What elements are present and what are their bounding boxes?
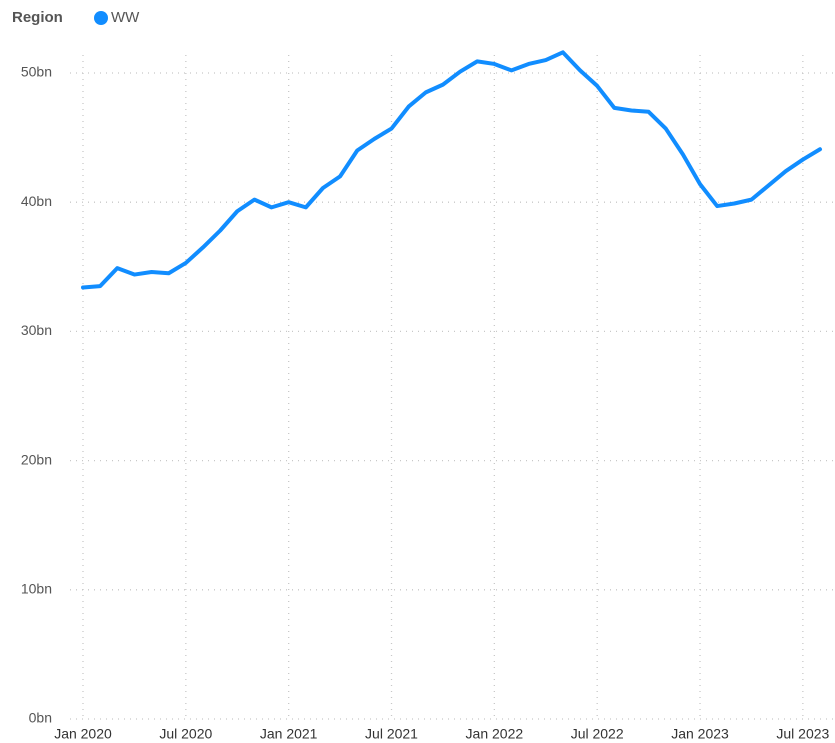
x-tick-label: Jul 2020 — [159, 726, 212, 742]
series-line — [81, 50, 822, 290]
x-tick-label: Jul 2021 — [365, 726, 418, 742]
x-tick-label: Jan 2020 — [54, 726, 112, 742]
legend-marker — [94, 11, 108, 25]
y-tick-label: 10bn — [21, 581, 52, 597]
y-tick-label: 50bn — [21, 64, 52, 80]
y-tick-label: 20bn — [21, 451, 52, 467]
x-tick-label: Jan 2022 — [466, 726, 524, 742]
legend-title: Region — [12, 9, 63, 26]
x-tick-label: Jul 2023 — [776, 726, 829, 742]
x-tick-label: Jan 2021 — [260, 726, 318, 742]
y-tick-label: 40bn — [21, 193, 52, 209]
y-tick-label: 30bn — [21, 322, 52, 338]
x-tick-label: Jul 2022 — [571, 726, 624, 742]
x-tick-label: Jan 2023 — [671, 726, 729, 742]
legend-label: WW — [111, 9, 140, 26]
y-tick-label: 0bn — [29, 710, 52, 726]
